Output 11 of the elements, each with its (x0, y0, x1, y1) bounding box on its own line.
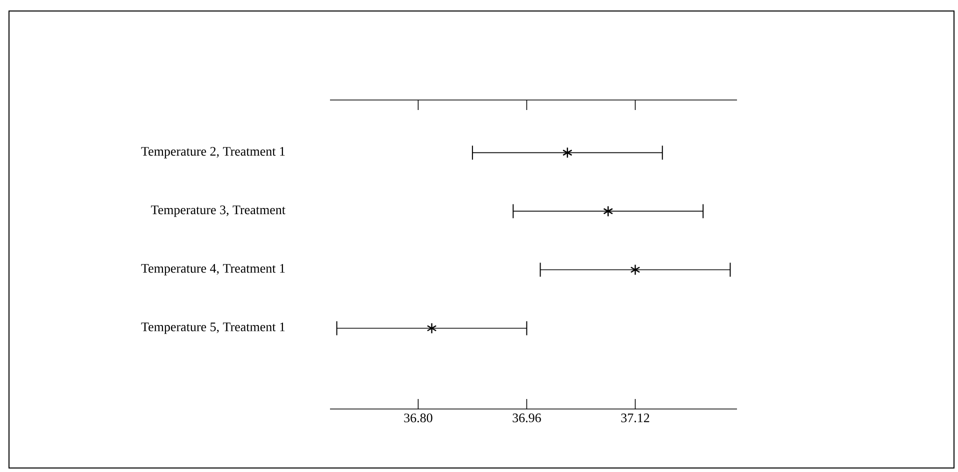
y-tick-label: Temperature 5, Treatment 1 (141, 322, 285, 334)
x-tick-label: 36.96 (512, 414, 541, 422)
point (426, 322, 437, 334)
y-tick-label: Temperature 4, Treatment 1 (141, 264, 285, 276)
y-tick-label: Temperature 3, Treatment (151, 206, 286, 217)
x-tick-label: 37.12 (621, 414, 650, 422)
x-tick-label: 36.80 (404, 414, 432, 422)
point (562, 147, 572, 158)
point (630, 264, 640, 276)
y-tick-label: Temperature 2, Treatment 1 (141, 146, 285, 158)
point (603, 206, 614, 217)
